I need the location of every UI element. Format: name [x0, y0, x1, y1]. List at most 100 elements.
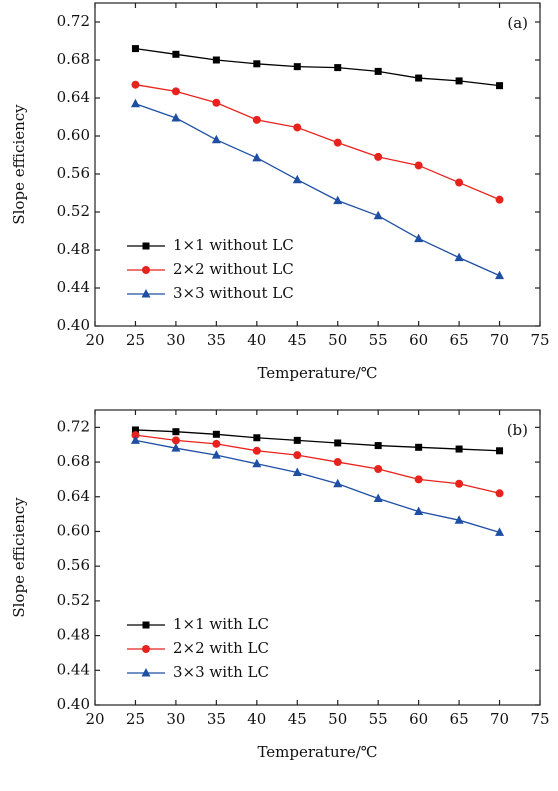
marker — [374, 67, 382, 75]
marker — [171, 112, 181, 122]
marker — [333, 458, 342, 467]
x-tick-label: 30 — [166, 710, 185, 728]
marker — [454, 252, 464, 262]
series-line — [135, 429, 500, 452]
marker — [333, 138, 342, 147]
marker — [334, 64, 342, 72]
marker — [414, 475, 423, 484]
marker — [292, 174, 302, 184]
marker — [212, 430, 220, 438]
y-tick-label: 0.64 — [57, 487, 90, 505]
legend-label: 3×3 without LC — [173, 284, 294, 302]
marker — [130, 98, 140, 108]
marker — [212, 98, 221, 107]
x-tick-label: 25 — [126, 331, 145, 349]
marker — [333, 478, 343, 488]
y-tick-label: 0.64 — [57, 88, 90, 106]
marker — [293, 63, 301, 71]
marker — [211, 134, 221, 144]
y-tick-label: 0.60 — [57, 521, 90, 539]
marker — [131, 431, 140, 440]
x-tick-label: 30 — [166, 331, 185, 349]
legend-label: 3×3 with LC — [173, 663, 269, 681]
x-tick-label: 70 — [490, 710, 509, 728]
y-tick-label: 0.72 — [57, 417, 90, 435]
x-tick-label: 45 — [288, 710, 307, 728]
marker — [334, 439, 342, 447]
legend-marker — [141, 668, 151, 677]
marker — [131, 80, 140, 89]
legend-label: 1×1 with LC — [173, 615, 269, 633]
marker — [253, 434, 261, 442]
marker — [252, 115, 261, 124]
series-line — [135, 434, 500, 494]
x-tick-label: 20 — [85, 710, 104, 728]
marker — [293, 451, 302, 460]
legend-marker — [142, 645, 150, 653]
y-tick-label: 0.72 — [57, 12, 90, 30]
marker — [495, 270, 505, 280]
y-tick-label: 0.68 — [57, 50, 90, 68]
y-tick-label: 0.48 — [57, 626, 90, 644]
x-tick-label: 20 — [85, 331, 104, 349]
x-tick-label: 50 — [328, 331, 347, 349]
marker — [373, 210, 383, 220]
y-tick-label: 0.60 — [57, 126, 90, 144]
y-tick-label: 0.44 — [57, 660, 90, 678]
legend-marker — [142, 266, 150, 274]
marker — [415, 443, 423, 451]
y-tick-label: 0.56 — [57, 164, 90, 182]
marker — [455, 479, 464, 488]
marker — [495, 527, 505, 536]
x-tick-label: 40 — [247, 710, 266, 728]
marker — [172, 50, 180, 58]
marker — [212, 439, 221, 448]
marker — [293, 123, 302, 132]
legend-label: 1×1 without LC — [173, 236, 294, 254]
y-tick-label: 0.56 — [57, 556, 90, 574]
marker — [172, 428, 180, 436]
series-line — [135, 439, 500, 533]
x-tick-label: 75 — [530, 710, 549, 728]
panel-label: (b) — [507, 421, 528, 439]
marker — [333, 195, 343, 205]
marker — [171, 436, 180, 445]
plot-frame — [94, 409, 541, 706]
x-tick-label: 75 — [530, 331, 549, 349]
x-tick-label: 40 — [247, 331, 266, 349]
marker — [455, 445, 463, 453]
marker — [293, 436, 301, 444]
y-tick-label: 0.44 — [57, 278, 90, 296]
marker — [373, 493, 383, 502]
marker — [252, 446, 261, 455]
marker — [374, 465, 383, 473]
marker — [496, 82, 504, 90]
x-tick-label: 55 — [369, 710, 388, 728]
panel-label: (a) — [507, 14, 528, 32]
x-axis-label: Temperature/℃ — [257, 364, 377, 382]
marker — [130, 435, 140, 444]
marker — [496, 447, 504, 455]
marker — [455, 77, 463, 85]
legend-label: 2×2 without LC — [173, 260, 294, 278]
marker — [414, 161, 423, 170]
marker — [374, 152, 383, 161]
marker — [495, 195, 504, 204]
marker — [253, 60, 261, 68]
marker — [415, 74, 423, 82]
x-tick-label: 65 — [450, 710, 469, 728]
series-line — [135, 84, 500, 201]
x-tick-label: 70 — [490, 331, 509, 349]
marker — [414, 233, 424, 243]
x-tick-label: 60 — [409, 331, 428, 349]
x-tick-label: 55 — [369, 331, 388, 349]
marker — [131, 45, 139, 53]
marker — [171, 443, 181, 452]
y-axis-label: Slope efficiency — [10, 104, 28, 225]
x-tick-label: 45 — [288, 331, 307, 349]
x-tick-label: 35 — [207, 710, 226, 728]
series-line — [135, 103, 500, 277]
legend-marker — [142, 621, 150, 629]
marker — [131, 426, 139, 434]
